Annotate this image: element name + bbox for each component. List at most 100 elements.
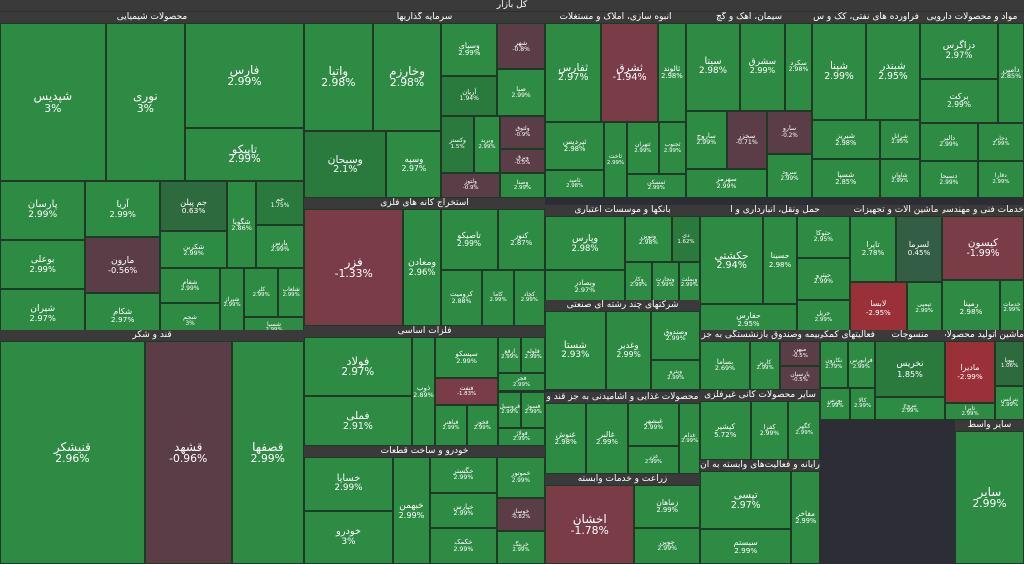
stock-tile[interactable]: کالا 2.99% [850, 387, 875, 420]
sector-header[interactable]: فلزات اساسی [304, 326, 545, 337]
sector-header[interactable]: فعالیتهای کمکی به نهادهای مالی [820, 330, 875, 341]
stock-tile[interactable]: فباهنر 2.99% [435, 405, 467, 446]
stock-tile[interactable]: ونوین 2.98% [625, 216, 672, 263]
stock-tile[interactable]: ومعادن 2.96% [403, 209, 441, 326]
stock-tile[interactable]: شبریز 2.98% [812, 120, 880, 160]
stock-tile[interactable]: حتوکا 2.95% [796, 216, 850, 258]
stock-tile[interactable]: غالبر 2.99% [586, 403, 628, 474]
stock-tile[interactable]: وکستر 1.5% [441, 115, 474, 173]
stock-tile[interactable]: فرابورس 2.99% [847, 341, 875, 388]
stock-tile[interactable]: شپدیس 3% [0, 23, 106, 182]
stock-tile[interactable]: غنوش 2.98% [545, 403, 587, 474]
stock-tile[interactable]: تپسی 2.97% [700, 471, 792, 530]
stock-tile[interactable]: زماهان 2.99% [634, 485, 700, 529]
stock-tile[interactable]: بترانس 2.99% [995, 386, 1024, 420]
stock-tile[interactable]: نوری 3% [105, 23, 186, 182]
stock-tile[interactable]: بساما 2.69% [700, 341, 750, 390]
stock-tile[interactable]: پارسان 2.99% [0, 181, 86, 240]
stock-tile[interactable]: سیستم 2.99% [700, 529, 792, 564]
sector-header[interactable]: زراعت و خدمات وابسته [545, 474, 700, 485]
stock-tile[interactable]: شرانل 2.95% [879, 120, 920, 160]
stock-tile[interactable]: سیسکو 2.99% [435, 337, 498, 378]
stock-tile[interactable]: ثفارس 2.97% [545, 23, 602, 123]
stock-tile[interactable]: شاوان 2.99% [879, 159, 920, 198]
stock-tile[interactable]: حکشتی 2.94% [700, 216, 764, 305]
stock-tile[interactable]: شهر -0.8% [497, 23, 545, 70]
sector-header[interactable]: شرکتهای چند رشته ای صنعتی [545, 300, 700, 311]
stock-tile[interactable]: نخریس 1.85% [875, 341, 945, 398]
sector-header[interactable]: خدمات فنی و مهندسی [942, 205, 1024, 216]
stock-tile[interactable]: مارون -0.56% [85, 237, 160, 294]
stock-tile[interactable]: شیران 2.97% [0, 288, 86, 338]
stock-tile[interactable]: دالبر 2.99% [920, 123, 978, 161]
stock-tile[interactable]: وبرق -0.5% [499, 148, 545, 174]
sector-header[interactable]: سیمان، آهک و گچ [686, 12, 812, 23]
stock-tile[interactable]: ثجنوب 2.99% [659, 122, 686, 175]
stock-tile[interactable]: سکرد 2.98% [785, 23, 812, 111]
stock-tile[interactable]: بورس 2.99% [820, 387, 850, 420]
stock-tile[interactable]: فارس 2.99% [185, 23, 304, 129]
stock-tile[interactable]: قنیشکر 2.96% [0, 341, 145, 564]
stock-tile[interactable]: دسبحا 2.99% [920, 160, 978, 198]
stock-tile[interactable]: واتیا 2.98% [304, 23, 373, 131]
sector-header[interactable]: منسوجات [875, 330, 945, 341]
sector-header[interactable]: قند و شکر [0, 330, 304, 341]
stock-tile[interactable]: غزر 2.99% [627, 445, 680, 474]
stock-tile[interactable]: کلر 2.99% [244, 268, 279, 318]
stock-tile[interactable]: ارفع 2.99% [497, 337, 522, 374]
stock-tile[interactable]: فملی 2.91% [304, 396, 412, 446]
stock-tile[interactable]: شگویا 2.86% [227, 181, 256, 269]
stock-tile[interactable]: وسبحان 2.1% [304, 130, 387, 198]
stock-tile[interactable]: برکت 2.99% [920, 78, 998, 123]
sector-header[interactable]: خودرو و ساخت قطعات [304, 446, 545, 457]
stock-tile[interactable]: شکربن 2.99% [160, 230, 228, 269]
stock-tile[interactable]: حسینا 2.98% [763, 216, 797, 305]
stock-tile[interactable]: غدام 2.99% [679, 403, 700, 474]
stock-tile[interactable]: وبملت 2.99% [678, 262, 700, 303]
stock-tile[interactable]: شفام 2.99% [160, 268, 220, 304]
stock-tile[interactable]: فجر 2.99% [497, 373, 545, 392]
stock-tile[interactable]: کفرا 2.99% [750, 401, 789, 460]
stock-tile[interactable]: دی 1.62% [671, 216, 700, 263]
stock-tile[interactable]: وکار 2.99% [625, 262, 652, 303]
sector-header[interactable]: رایانه و فعالیت‌های وابسته به آن [700, 460, 820, 471]
stock-tile[interactable]: ثالوند 2.98% [657, 23, 686, 123]
stock-tile[interactable]: وتجارت 2.99% [651, 262, 679, 303]
stock-tile[interactable]: خوساز -0.82% [496, 498, 545, 532]
stock-tile[interactable]: سرود 2.99% [767, 154, 812, 198]
stock-tile[interactable]: ثاخت 2.99% [604, 122, 627, 198]
stock-tile[interactable]: وسپای 2.99% [441, 23, 498, 77]
stock-tile[interactable]: خموتور 2.99% [496, 457, 545, 499]
stock-tile[interactable]: لسرما 0.45% [896, 216, 942, 282]
stock-tile[interactable]: سارو -0.2% [767, 110, 812, 155]
stock-tile[interactable]: سایر 2.99% [955, 431, 1024, 564]
stock-tile[interactable]: وصندوق 2.99% [651, 311, 700, 361]
stock-tile[interactable]: مادیرا -2.99% [945, 341, 995, 404]
stock-tile[interactable]: کیسون -1.99% [942, 216, 1024, 281]
stock-tile[interactable]: تاصیکو 2.99% [440, 209, 498, 271]
stock-tile[interactable]: تاپیکو 2.99% [185, 128, 304, 182]
stock-tile[interactable]: جم پیلن 0.63% [160, 181, 228, 231]
stock-tile[interactable]: پارس 2.99% [256, 224, 304, 269]
stock-tile[interactable]: شستا 2.93% [545, 311, 606, 390]
stock-tile[interactable]: مفاخر 2.99% [791, 471, 820, 564]
stock-tile[interactable]: اخشان -1.78% [545, 485, 635, 564]
stock-tile[interactable]: ثامید 2.98% [545, 169, 605, 198]
sector-header[interactable]: تولید محصولات [945, 330, 995, 341]
stock-tile[interactable]: سهرمز 2.99% [686, 168, 767, 198]
stock-tile[interactable]: دفارا 2.99% [977, 160, 1024, 198]
stock-tile[interactable]: آریان 1.94% [441, 76, 498, 116]
stock-tile[interactable]: تپمپی 2.99% [906, 281, 942, 335]
stock-tile[interactable]: لابسا -2.95% [850, 281, 907, 335]
stock-tile[interactable]: ذوب 2.89% [411, 337, 436, 446]
stock-tile[interactable]: فنفت -1.83% [435, 377, 498, 406]
stock-tile[interactable]: شپنا 2.99% [812, 23, 866, 121]
stock-tile[interactable]: نکارون 2.79% [820, 341, 848, 388]
stock-tile[interactable]: صبا 2.99% [497, 69, 545, 116]
stock-tile[interactable]: کاما 2.99% [482, 270, 514, 326]
stock-tile[interactable]: آریا 2.99% [85, 181, 160, 238]
stock-tile[interactable]: فزر -1.33% [304, 209, 404, 326]
stock-tile[interactable]: کرومیت 2.88% [440, 270, 483, 326]
stock-tile[interactable]: حپترو 2.99% [796, 258, 850, 300]
stock-tile[interactable]: فخوز 2.99% [466, 405, 498, 446]
